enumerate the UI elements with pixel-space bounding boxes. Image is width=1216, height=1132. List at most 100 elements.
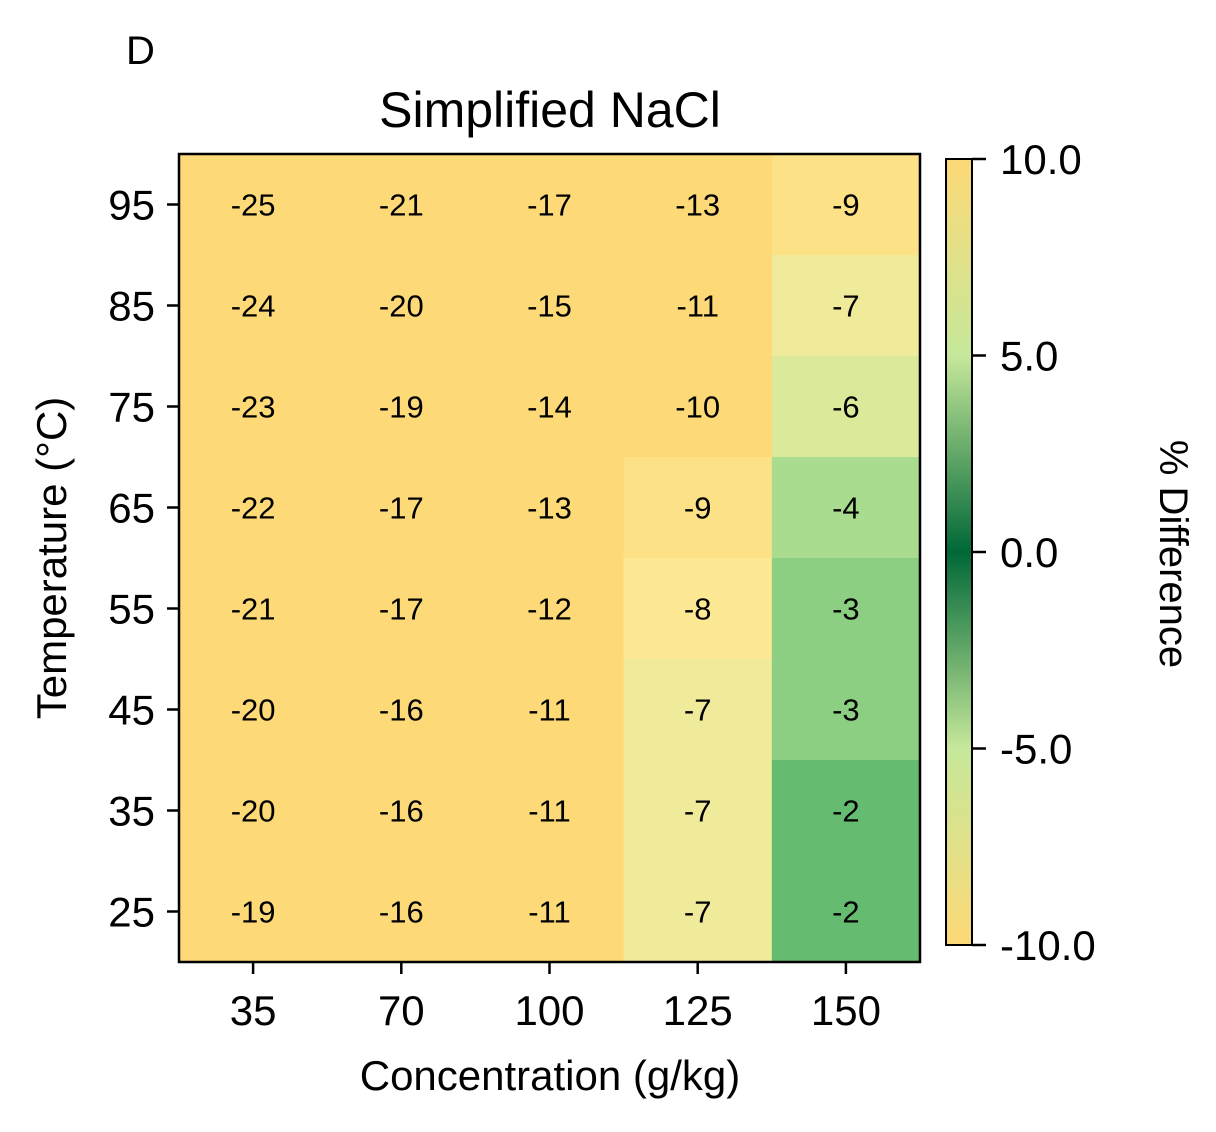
cell-value-label: -2	[832, 794, 860, 829]
x-tick-label: 70	[378, 987, 425, 1034]
heatmap-cell	[623, 255, 773, 357]
heatmap-cell	[327, 558, 476, 660]
cell-value-label: -7	[832, 289, 860, 324]
cell-value-label: -7	[684, 895, 712, 930]
cell-value-label: -12	[527, 592, 572, 627]
heatmap-cell	[327, 255, 476, 357]
heatmap-cell	[179, 154, 328, 256]
heatmap-cell	[771, 457, 921, 559]
cell-value-label: -13	[527, 491, 572, 526]
heatmap-cell	[623, 457, 773, 559]
heatmap-cell	[475, 659, 625, 761]
x-tick-label: 35	[230, 987, 277, 1034]
heatmap-cell	[475, 356, 625, 458]
x-tick-label: 100	[514, 987, 584, 1034]
heatmap-cell	[475, 154, 625, 256]
heatmap-cell	[179, 861, 328, 963]
colorbar-tick-label: 5.0	[1000, 333, 1058, 380]
colorbar-ticks: 10.0 5.0 0.0 -5.0 -10.0	[972, 136, 1096, 969]
cell-value-label: -17	[379, 491, 424, 526]
colorbar	[945, 158, 973, 946]
heatmap-cell	[623, 356, 773, 458]
heatmap-cell	[475, 558, 625, 660]
cell-value-label: -4	[832, 491, 860, 526]
colorbar-tick-label: 10.0	[1000, 136, 1082, 183]
cell-value-label: -22	[231, 491, 276, 526]
cell-labels: -25 -21 -17 -13 -9 -24 -20 -15 -11 -7 -23 -19 -14 -10…	[231, 188, 860, 930]
cell-value-label: -23	[231, 390, 276, 425]
cell-value-label: -15	[527, 289, 572, 324]
cell-value-label: -20	[231, 794, 276, 829]
heatmap-cell	[327, 659, 476, 761]
y-tick-label: 65	[108, 485, 155, 532]
y-axis-label: Temperature (°C)	[28, 397, 75, 720]
colorbar-tick-label: -5.0	[1000, 726, 1072, 773]
heatmap-cell	[771, 255, 921, 357]
heatmap-cell	[475, 760, 625, 862]
x-axis: 35 70 100 125 150	[230, 962, 881, 1034]
heatmap-cell	[475, 457, 625, 559]
cell-value-label: -25	[231, 188, 276, 223]
cell-value-label: -20	[231, 693, 276, 728]
cell-value-label: -9	[684, 491, 712, 526]
heatmap-cell	[771, 760, 921, 862]
heatmap-cell	[623, 760, 773, 862]
cell-value-label: -21	[379, 188, 424, 223]
heatmap-cell	[327, 154, 476, 256]
cell-value-label: -11	[528, 794, 571, 829]
x-tick-label: 150	[811, 987, 881, 1034]
x-tick-label: 125	[663, 987, 733, 1034]
colorbar-label: % Difference	[1151, 440, 1195, 668]
heatmap-cell	[771, 154, 921, 256]
cell-value-label: -7	[684, 794, 712, 829]
x-axis-label: Concentration (g/kg)	[360, 1052, 741, 1099]
cell-value-label: -20	[379, 289, 424, 324]
y-tick-label: 85	[108, 283, 155, 330]
cell-value-label: -19	[379, 390, 424, 425]
y-tick-label: 95	[108, 182, 155, 229]
heatmap-cell	[327, 457, 476, 559]
y-tick-label: 25	[108, 889, 155, 936]
y-tick-label: 45	[108, 687, 155, 734]
heatmap-cell	[327, 861, 476, 963]
y-tick-label: 35	[108, 788, 155, 835]
cell-value-label: -14	[527, 390, 572, 425]
cell-value-label: -6	[832, 390, 860, 425]
cell-value-label: -8	[684, 592, 712, 627]
heatmap-cell	[771, 659, 921, 761]
cell-value-label: -21	[231, 592, 276, 627]
heatmap-cell	[771, 558, 921, 660]
cell-value-label: -16	[379, 794, 424, 829]
heatmap-cell	[623, 154, 773, 256]
chart-title: Simplified NaCl	[379, 82, 721, 138]
colorbar-tick-label: 0.0	[1000, 529, 1058, 576]
colorbar-tick-label: -10.0	[1000, 922, 1096, 969]
cell-value-label: -11	[528, 693, 571, 728]
cell-value-label: -3	[832, 693, 860, 728]
cell-value-label: -17	[527, 188, 572, 223]
cell-value-label: -10	[675, 390, 720, 425]
cell-value-label: -11	[676, 289, 719, 324]
y-tick-label: 75	[108, 384, 155, 431]
heatmap-cell	[327, 760, 476, 862]
cell-value-label: -24	[231, 289, 276, 324]
heatmap-cell	[623, 861, 773, 963]
heatmap-cell	[771, 356, 921, 458]
heatmap-cell	[179, 760, 328, 862]
cell-value-label: -2	[832, 895, 860, 930]
heatmap-cell	[179, 659, 328, 761]
heatmap-cell	[327, 356, 476, 458]
heatmap-cell	[771, 861, 921, 963]
heatmap-cell	[475, 861, 625, 963]
heatmap-cell	[623, 659, 773, 761]
heatmap-cell	[623, 558, 773, 660]
cell-value-label: -13	[675, 188, 720, 223]
cell-value-label: -11	[528, 895, 571, 930]
heatmap-cell	[179, 255, 328, 357]
cell-value-label: -9	[832, 188, 860, 223]
cell-value-label: -19	[231, 895, 276, 930]
cell-value-label: -7	[684, 693, 712, 728]
y-axis: 95 85 75 65 55 45 35 25	[108, 182, 179, 936]
cell-value-label: -16	[379, 895, 424, 930]
